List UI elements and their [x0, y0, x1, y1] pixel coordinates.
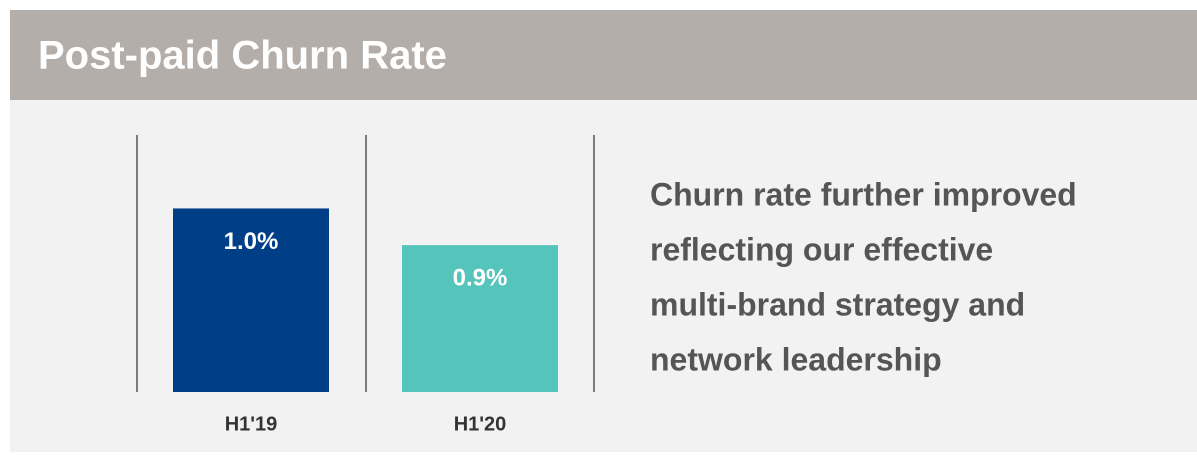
annotation-line: Churn rate further improved	[650, 176, 1077, 212]
value-label: 1.0%	[224, 228, 279, 255]
x-tick-label: H1'19	[225, 413, 278, 435]
value-label: 0.9%	[453, 264, 508, 291]
bar	[173, 208, 329, 392]
annotation-line: reflecting our effective	[650, 231, 993, 267]
header-band	[10, 10, 1197, 100]
annotation-line: multi-brand strategy and	[650, 286, 1025, 322]
annotation-line: network leadership	[650, 341, 942, 377]
bar	[402, 245, 558, 392]
chart-title: Post-paid Churn Rate	[38, 34, 447, 78]
x-tick-label: H1'20	[454, 413, 507, 435]
